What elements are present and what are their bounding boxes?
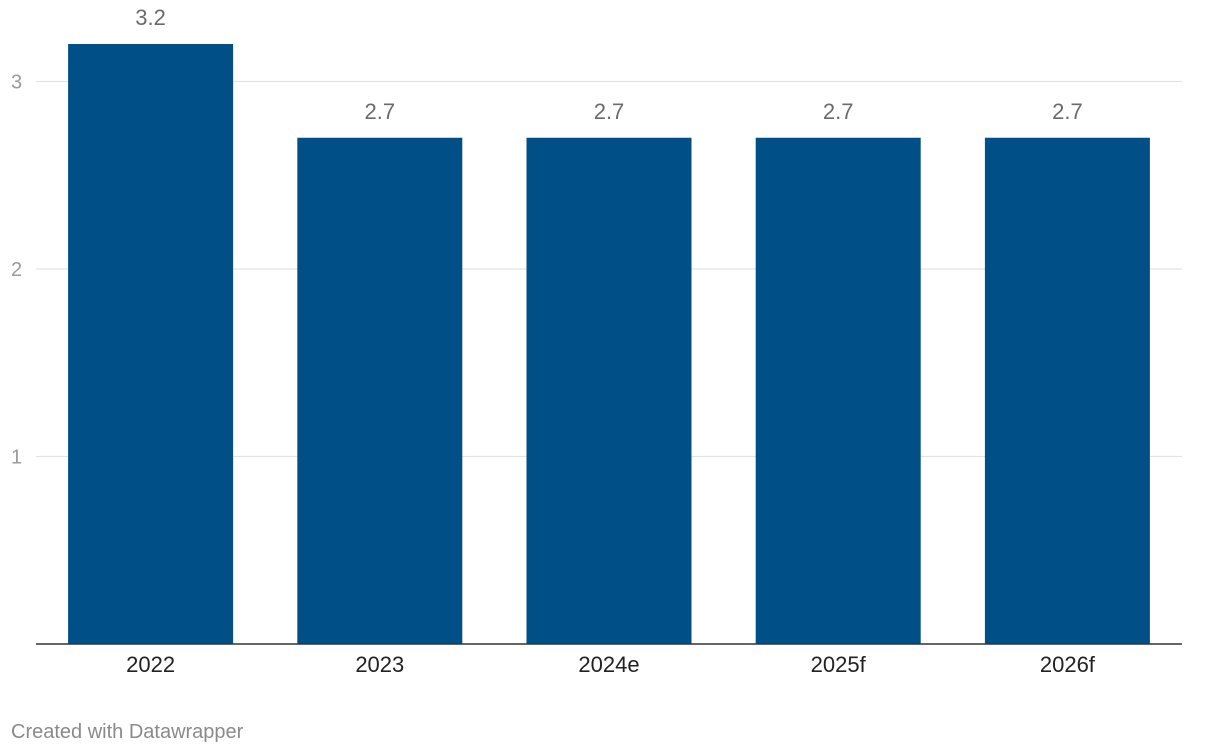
y-tick-label: 1 [11, 447, 22, 469]
bar-2022 [68, 44, 234, 644]
value-label: 2.7 [365, 99, 396, 124]
bars [68, 44, 1150, 644]
y-tick-label: 3 [11, 72, 22, 94]
y-tick-label: 2 [11, 259, 22, 281]
value-label: 3.2 [135, 5, 166, 30]
datawrapper-credit: Created with Datawrapper [11, 721, 244, 743]
x-tick-label: 2026f [1040, 652, 1096, 677]
bar-2026f [984, 137, 1150, 644]
bar-2025f [755, 137, 921, 644]
labels: 1 2 3 3.2 2022 2.7 2023 2.7 2024e 2.7 2025f 2.7 2026… [11, 5, 1096, 677]
value-label: 2.7 [1052, 99, 1083, 124]
x-tick-label: 2023 [355, 652, 404, 677]
x-tick-label: 2024e [578, 652, 639, 677]
value-label: 2.7 [823, 99, 854, 124]
bar-2023 [297, 137, 463, 644]
value-label: 2.7 [594, 99, 625, 124]
bar-chart: 1 2 3 3.2 2022 2.7 2023 2.7 2024e 2.7 2025f 2.7 2026… [11, 5, 1182, 677]
x-tick-label: 2025f [811, 652, 867, 677]
x-tick-label: 2022 [126, 652, 175, 677]
bar-2024e [526, 137, 692, 644]
